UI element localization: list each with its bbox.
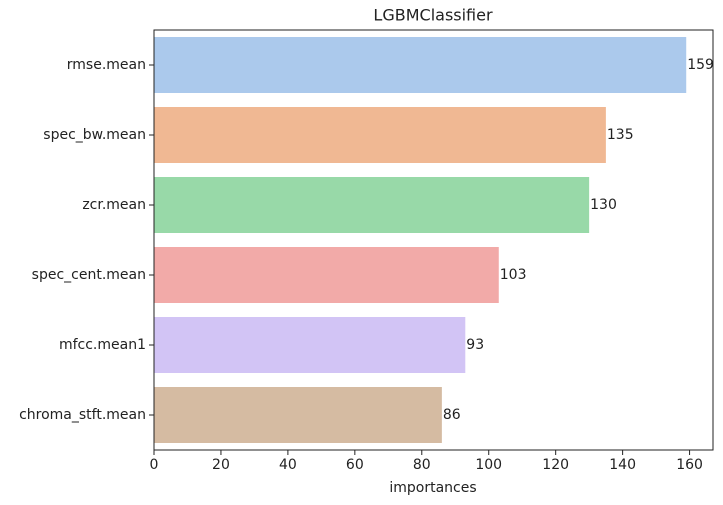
data-label: 103 — [500, 267, 527, 283]
data-label: 86 — [443, 407, 461, 423]
plot-frame — [153, 29, 714, 451]
y-tick-label: rmse.mean — [67, 57, 146, 73]
y-tick-label: zcr.mean — [82, 197, 146, 213]
x-tick-label: 80 — [413, 457, 431, 473]
data-label: 159 — [687, 57, 714, 73]
y-tick-label: chroma_stft.mean — [19, 407, 146, 423]
x-tick-label: 40 — [279, 457, 297, 473]
x-tick-label: 160 — [676, 457, 703, 473]
bar — [154, 177, 590, 233]
chart-title: LGBMClassifier — [373, 6, 493, 25]
x-tick-label: 140 — [609, 457, 636, 473]
x-axis-label: importances — [389, 480, 476, 496]
x-tick-label: 60 — [346, 457, 364, 473]
y-tick-label: spec_bw.mean — [43, 127, 146, 143]
data-label: 93 — [466, 337, 484, 353]
bar — [154, 107, 606, 163]
x-tick-label: 20 — [212, 457, 230, 473]
x-tick-label: 100 — [475, 457, 502, 473]
bar — [154, 387, 442, 443]
bar — [154, 317, 466, 373]
y-tick-label: mfcc.mean1 — [59, 337, 146, 353]
bar — [154, 247, 499, 303]
x-tick-label: 120 — [542, 457, 569, 473]
y-tick-label: spec_cent.mean — [32, 267, 146, 283]
x-tick-label: 0 — [150, 457, 159, 473]
data-label: 135 — [607, 127, 634, 143]
data-label: 130 — [590, 197, 617, 213]
bar — [154, 37, 687, 93]
